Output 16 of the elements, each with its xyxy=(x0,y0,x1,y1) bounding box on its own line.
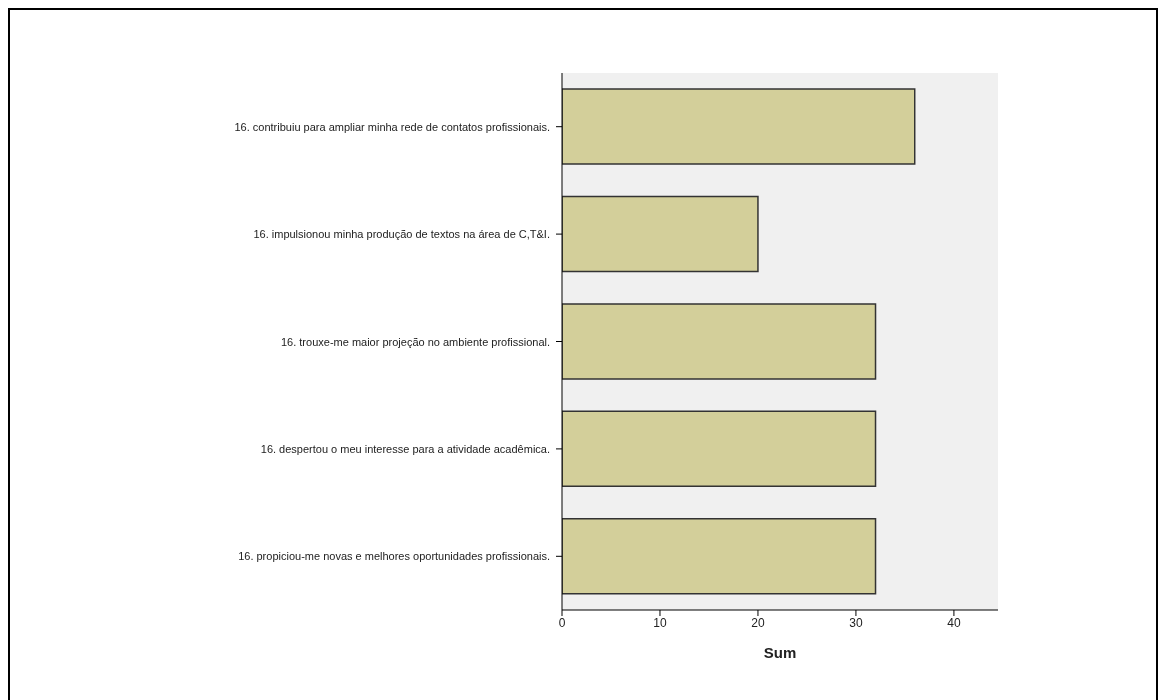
x-tick-label: 0 xyxy=(558,615,566,630)
bar xyxy=(562,410,877,488)
x-tick-label: 20 xyxy=(751,615,765,630)
y-tick-label: 16. trouxe-me maior projeção no ambiente profissional. xyxy=(280,335,550,348)
bar xyxy=(562,88,916,165)
x-tick-label: 30 xyxy=(849,615,863,630)
x-tick-label: 40 xyxy=(947,615,961,630)
bar xyxy=(562,303,877,380)
y-tick-label: 16. impulsionou minha produção de textos na área de C,T&I. xyxy=(253,228,550,241)
bar xyxy=(562,517,877,595)
x-axis-title: Sum xyxy=(763,644,797,661)
y-tick-label: 16. propiciou-me novas e melhores oportunidades profissionais. xyxy=(238,550,550,563)
y-tick-label: 16. contribuiu para ampliar minha rede de contatos profissionais. xyxy=(234,120,550,133)
y-tick-label: 16. despertou o meu interesse para a atividade acadêmica. xyxy=(260,442,550,455)
bar xyxy=(562,195,759,273)
x-tick-label: 10 xyxy=(653,615,667,630)
